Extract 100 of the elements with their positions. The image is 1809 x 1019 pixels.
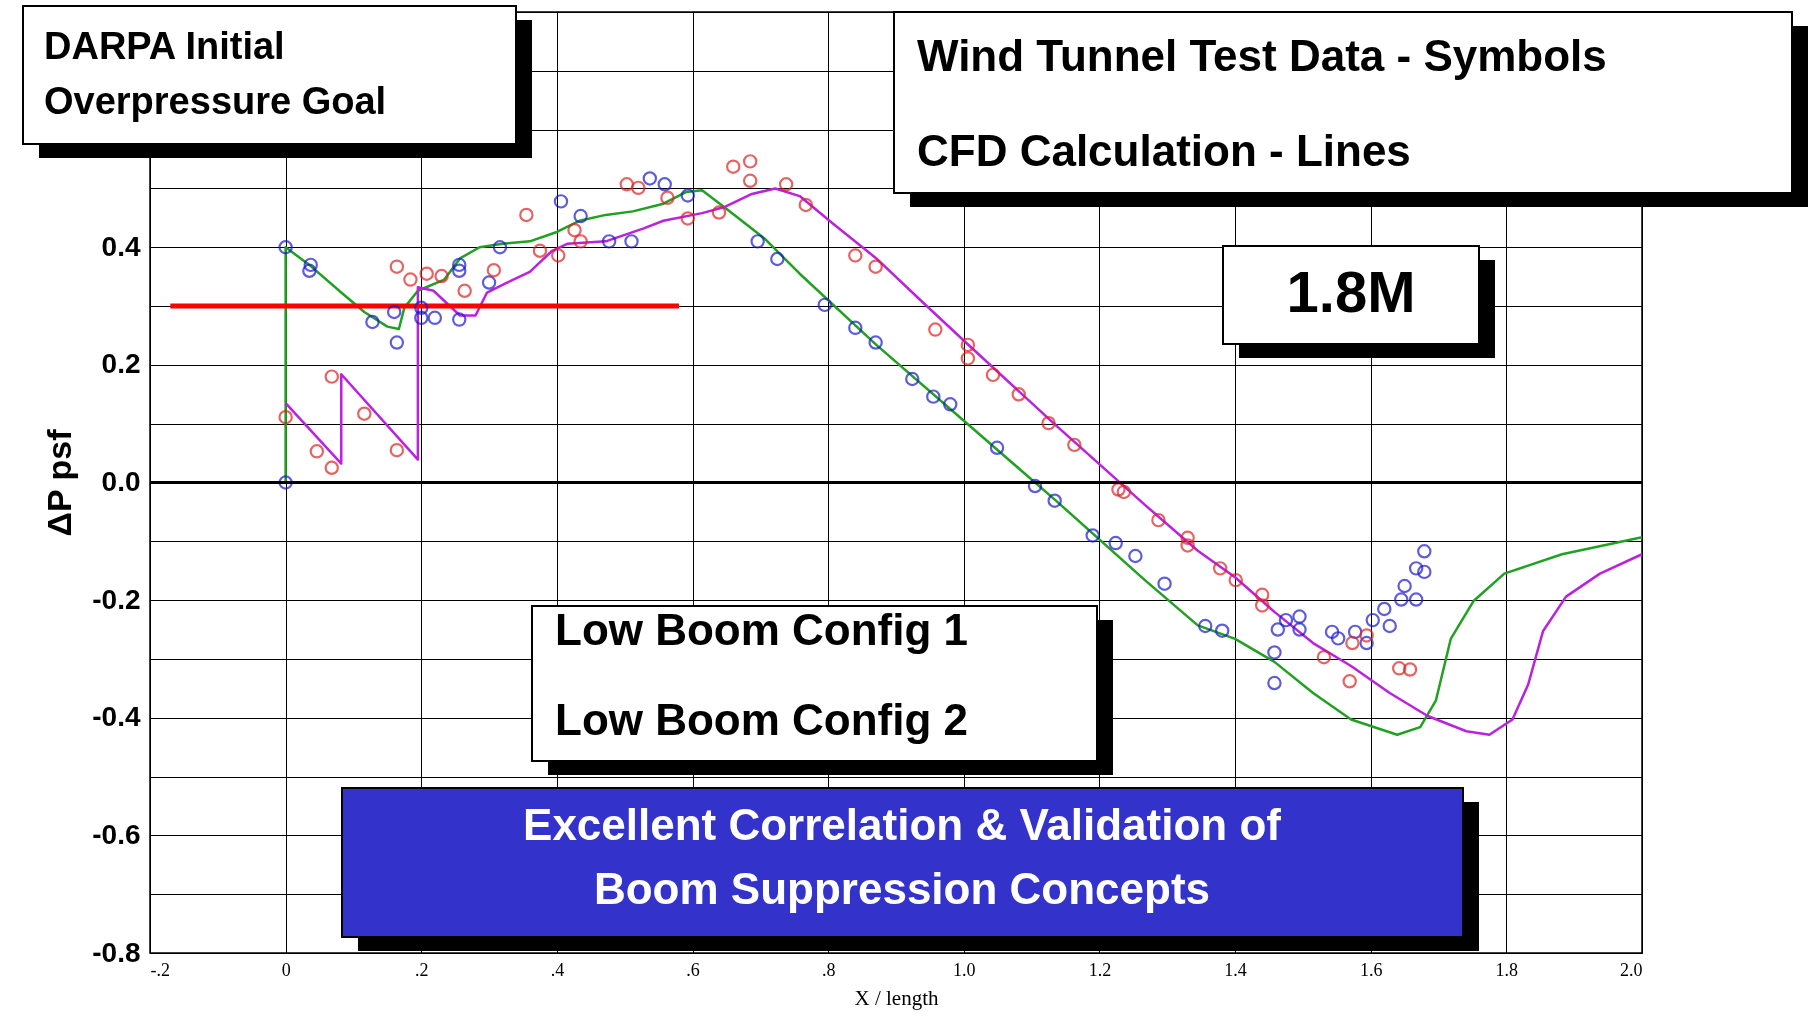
point <box>434 268 449 284</box>
point <box>1278 612 1294 628</box>
point <box>680 188 696 203</box>
x-tick-label: 2.0 <box>1620 959 1643 980</box>
annotation: CFD Calculation - Lines <box>917 126 1411 175</box>
x-tick-label: 0 <box>281 959 291 980</box>
point <box>532 243 548 258</box>
point <box>642 171 658 186</box>
point <box>619 177 634 192</box>
point <box>457 283 472 298</box>
point <box>928 322 943 337</box>
point <box>452 312 467 327</box>
point <box>1027 478 1043 494</box>
point <box>1254 598 1270 613</box>
point <box>1402 662 1418 677</box>
x-tick-label: .6 <box>686 959 700 980</box>
x-tick-label: 1.8 <box>1495 959 1519 980</box>
point <box>419 266 434 281</box>
point <box>452 257 467 273</box>
y-tick-label: 0.4 <box>101 230 141 262</box>
point <box>1128 548 1143 564</box>
point <box>1382 618 1397 634</box>
point <box>309 444 325 459</box>
y-tick-label: -0.6 <box>92 818 141 850</box>
x-tick-label: .4 <box>550 959 565 980</box>
point <box>1116 484 1132 500</box>
point <box>960 337 976 353</box>
point <box>1254 587 1270 603</box>
point <box>711 205 727 220</box>
point <box>414 300 429 316</box>
y-tick-label: -0.8 <box>92 936 141 968</box>
point <box>1397 578 1412 594</box>
point <box>1151 512 1166 528</box>
point <box>1157 576 1172 591</box>
point <box>1391 661 1407 676</box>
point <box>389 335 405 350</box>
point <box>660 190 675 206</box>
point <box>778 177 794 192</box>
point <box>1342 674 1357 689</box>
point <box>989 440 1005 456</box>
annotation: 1.8M <box>1286 259 1416 324</box>
point <box>680 211 696 226</box>
x-tick-label: 1.2 <box>1088 959 1112 980</box>
x-axis-title: X / length <box>854 985 939 1010</box>
point <box>303 257 318 273</box>
point <box>798 197 814 213</box>
point <box>492 240 508 255</box>
point <box>1085 528 1100 543</box>
point <box>1228 572 1243 588</box>
point <box>1324 624 1340 640</box>
x-tick-label: .8 <box>821 959 836 980</box>
point <box>1111 482 1126 497</box>
point <box>770 251 785 267</box>
point <box>1214 623 1230 638</box>
x-tick-label: 1.0 <box>953 959 976 980</box>
point <box>742 154 758 169</box>
point <box>1377 601 1392 617</box>
annotation: Wind Tunnel Test Data - Symbols <box>917 31 1607 80</box>
point <box>1108 535 1123 551</box>
point <box>278 475 293 490</box>
point <box>278 240 293 255</box>
point <box>817 297 833 313</box>
point <box>573 234 588 249</box>
point <box>553 194 569 209</box>
point <box>726 159 741 174</box>
annotation: Low Boom Config 1 <box>555 605 969 654</box>
point <box>365 314 380 330</box>
point <box>1180 538 1195 553</box>
point <box>1316 649 1332 665</box>
point <box>985 367 1001 383</box>
point <box>357 406 372 421</box>
point <box>868 259 883 274</box>
point <box>943 397 958 412</box>
y-tick-label: 0.2 <box>101 348 141 380</box>
point <box>452 263 467 278</box>
y-tick-label: 0.0 <box>101 466 141 497</box>
y-tick-label: -0.4 <box>92 701 141 733</box>
point <box>1417 544 1432 559</box>
point <box>1345 635 1360 651</box>
annotation: DARPA Initial Overpressure Goal <box>44 25 387 123</box>
x-tick-label: .2 <box>415 959 429 980</box>
point <box>624 234 639 249</box>
point <box>868 335 883 350</box>
point <box>1270 622 1286 637</box>
point <box>389 442 405 458</box>
point <box>1047 493 1062 508</box>
point <box>848 248 863 263</box>
point <box>657 177 672 192</box>
point <box>1198 618 1213 634</box>
point <box>926 389 941 404</box>
point <box>1267 645 1282 660</box>
point <box>551 248 566 263</box>
point <box>1330 631 1346 646</box>
x-tick-label: 1.6 <box>1359 959 1383 980</box>
point <box>324 460 339 476</box>
x-tick-label: 1.4 <box>1224 959 1247 980</box>
y-axis-title: ΔP psf <box>40 428 79 537</box>
point <box>960 351 976 366</box>
point <box>1365 612 1380 628</box>
point <box>278 410 293 425</box>
